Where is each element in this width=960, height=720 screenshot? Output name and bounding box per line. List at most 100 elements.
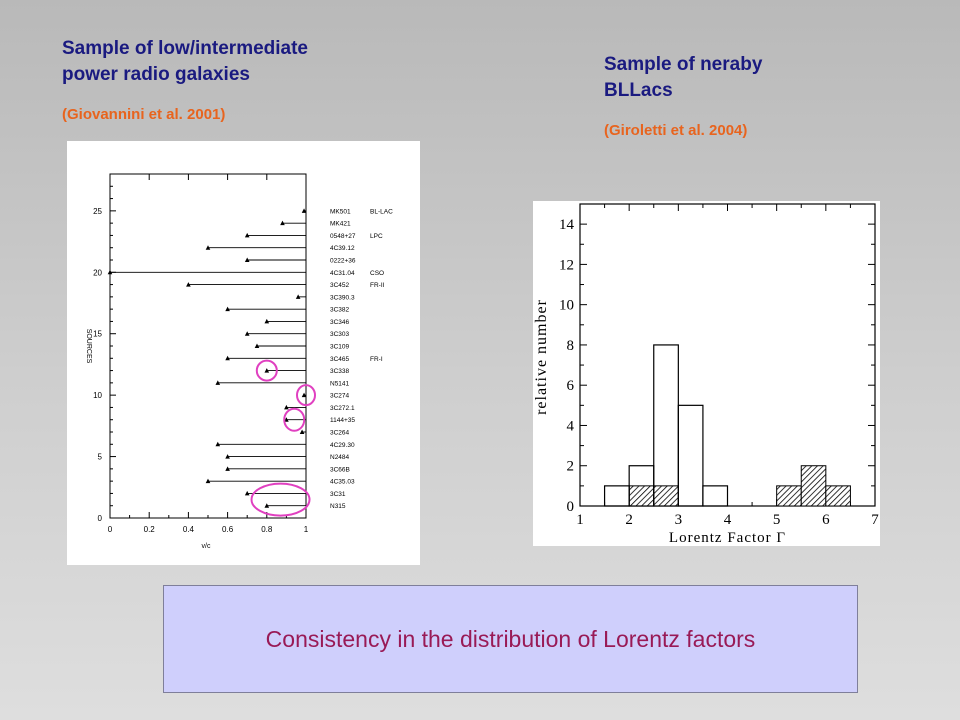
hatched-bar — [628, 485, 655, 507]
class-label: BL-LAC — [370, 208, 393, 215]
y-tick-label: 14 — [559, 217, 575, 233]
hatched-bar — [825, 485, 851, 507]
source-marker — [284, 404, 289, 410]
source-marker — [205, 478, 211, 484]
right-citation: (Giroletti et al. 2004) — [604, 122, 748, 139]
y-tick-label: 0 — [98, 514, 103, 523]
source-label: N2484 — [330, 454, 350, 461]
left-heading-line1: Sample of low/intermediate — [62, 38, 308, 59]
x-tick-label: 6 — [822, 512, 830, 528]
left-heading: Sample of low/intermediate power radio g… — [62, 36, 308, 88]
left-citation: (Giovannini et al. 2001) — [62, 106, 226, 123]
class-label: FR-II — [370, 282, 385, 289]
source-label: N315 — [330, 503, 346, 510]
source-label: 3C465 — [330, 356, 350, 363]
y-tick-label: 10 — [93, 391, 102, 400]
x-axis-label: v/c — [202, 543, 211, 550]
source-marker — [225, 454, 230, 459]
source-label: MK501 — [330, 208, 351, 215]
x-axis-label: Lorentz Factor Γ — [669, 530, 786, 546]
x-tick-label: 4 — [724, 512, 732, 528]
right-heading: Sample of neraby BLLacs — [604, 52, 762, 104]
source-label: 3C390.3 — [330, 294, 355, 301]
source-marker — [264, 368, 270, 373]
source-marker — [299, 429, 305, 434]
source-label: 4C35.03 — [330, 479, 355, 486]
source-marker — [225, 306, 230, 312]
y-axis-label: SOURCES — [85, 329, 92, 364]
x-tick-label: 7 — [871, 512, 879, 528]
highlight-circle — [250, 482, 311, 517]
y-tick-label: 10 — [559, 298, 574, 314]
x-tick-label: 0.2 — [144, 525, 156, 534]
open-bar — [702, 485, 729, 507]
y-tick-label: 0 — [567, 499, 575, 515]
source-label: 3C31 — [330, 491, 346, 498]
source-label: 3C109 — [330, 344, 350, 351]
hatched-bar — [653, 485, 679, 507]
source-marker — [264, 503, 270, 508]
source-marker — [186, 282, 191, 287]
caption-box: Consistency in the distribution of Loren… — [163, 585, 858, 693]
x-tick-label: 0.8 — [261, 525, 273, 534]
source-marker — [225, 466, 230, 471]
source-marker — [225, 355, 230, 361]
source-marker — [244, 331, 250, 336]
x-tick-label: 2 — [625, 512, 633, 528]
x-tick-label: 0.4 — [183, 525, 195, 534]
source-label: 4C39.12 — [330, 245, 355, 252]
x-tick-label: 0 — [108, 525, 113, 534]
class-label: LPC — [370, 233, 383, 240]
y-tick-label: 15 — [93, 330, 102, 339]
source-marker — [254, 343, 260, 348]
source-marker — [107, 269, 113, 275]
y-tick-label: 8 — [567, 338, 575, 354]
y-tick-label: 20 — [93, 268, 102, 277]
y-tick-label: 12 — [559, 257, 574, 273]
x-tick-label: 3 — [675, 512, 683, 528]
source-label: N5141 — [330, 380, 350, 387]
caption-text: Consistency in the distribution of Loren… — [265, 625, 756, 652]
plot-frame — [579, 203, 876, 507]
source-marker — [301, 208, 307, 213]
y-tick-label: 2 — [567, 459, 575, 475]
class-label: CSO — [370, 270, 384, 277]
hatched-bar — [776, 485, 802, 507]
x-tick-label: 1 — [576, 512, 584, 528]
left-heading-line2: power radio galaxies — [62, 64, 250, 85]
source-marker — [264, 318, 270, 324]
source-label: 3C346 — [330, 319, 350, 326]
y-tick-label: 25 — [93, 207, 102, 216]
source-label: MK421 — [330, 221, 351, 228]
right-heading-line1: Sample of neraby — [604, 54, 763, 75]
source-marker — [295, 294, 301, 299]
x-tick-label: 0.6 — [222, 525, 234, 534]
class-label: FR-I — [370, 356, 383, 363]
source-label: 3C66B — [330, 466, 350, 473]
source-label: 3C452 — [330, 282, 350, 289]
open-bar — [677, 404, 704, 507]
source-label: 3C382 — [330, 307, 350, 314]
right-heading-line2: BLLacs — [604, 80, 673, 101]
source-marker — [244, 232, 250, 238]
source-label: 4C31.04 — [330, 270, 355, 277]
source-label: 3C274 — [330, 393, 350, 400]
source-label: 3C338 — [330, 368, 350, 375]
source-label: 0222+36 — [330, 258, 356, 265]
source-marker — [301, 392, 307, 398]
source-label: 3C272.1 — [330, 405, 355, 412]
source-marker — [244, 490, 250, 496]
hatched-bar — [800, 465, 827, 507]
y-tick-label: 5 — [98, 453, 103, 462]
highlight-circle — [283, 407, 306, 432]
source-marker — [205, 245, 211, 250]
y-axis-label: relative number — [533, 299, 550, 415]
source-marker — [280, 220, 285, 226]
y-tick-label: 6 — [567, 378, 575, 394]
source-marker — [215, 441, 221, 447]
x-tick-label: 5 — [773, 512, 781, 528]
source-label: 1144+35 — [330, 417, 355, 424]
velocity-chart-panel: 0 0.2 0.4 0.6 0.8 1 0 5 10 15 20 25 v/c SOURCES MK501 B… — [67, 141, 420, 565]
y-tick-label: 4 — [567, 418, 575, 434]
